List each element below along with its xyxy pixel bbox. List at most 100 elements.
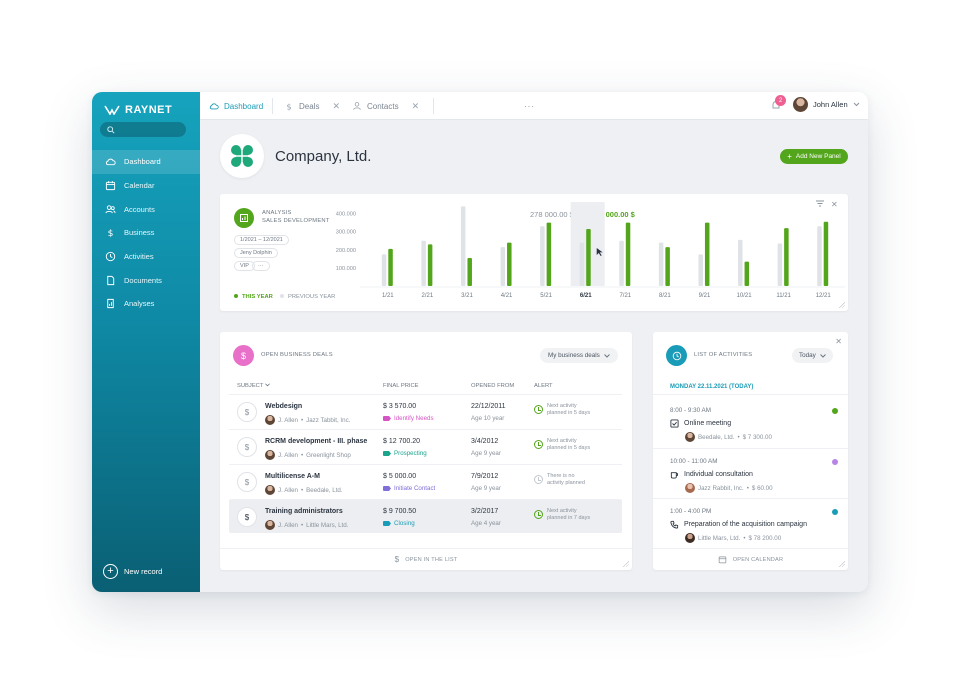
avatar (265, 485, 275, 495)
open-in-list-button[interactable]: $ OPEN IN THE LIST (220, 548, 632, 570)
deal-account: Little Mars, Ltd. (306, 521, 349, 529)
filter-icon[interactable] (816, 200, 824, 207)
deal-age: Age 9 year (471, 450, 501, 457)
column-header-subject[interactable]: SUBJECT (237, 383, 270, 389)
alert-line: There is no (547, 473, 575, 479)
clock-icon (534, 405, 543, 414)
deals-panel: $ OPEN BUSINESS DEALS My business deals … (220, 332, 632, 570)
deal-stage: Closing (383, 520, 415, 527)
tab-label: Contacts (367, 101, 399, 111)
deal-stage-label: Identify Needs (394, 415, 434, 422)
sidebar-item-calendar[interactable]: Calendar (92, 174, 200, 198)
user-icon (353, 102, 361, 110)
resize-handle[interactable] (622, 560, 629, 567)
sidebar-item-label: Documents (124, 275, 162, 285)
plus-icon: + (103, 564, 118, 579)
sort-chevron-icon (265, 383, 270, 387)
bar-previous-year (619, 240, 624, 286)
activities-date: MONDAY 22.11.2021 (TODAY) (670, 384, 754, 390)
deal-stage-label: Closing (394, 520, 415, 527)
close-icon[interactable]: ✕ (831, 200, 838, 209)
chevron-down-icon (819, 353, 826, 358)
checkbox-icon (670, 419, 679, 428)
activity-amount: $ 60.00 (751, 484, 773, 492)
notification-count-badge: 2 (775, 95, 786, 106)
column-header-price[interactable]: FINAL PRICE (383, 383, 419, 389)
deal-owner-row: J. Allen • Little Mars, Ltd. (265, 520, 348, 530)
activity-amount: $ 7 300.00 (742, 433, 772, 441)
close-icon[interactable]: ✕ (835, 337, 842, 346)
deal-stage: Initiate Contact (383, 485, 435, 492)
bar-previous-year (421, 240, 426, 286)
new-record-button[interactable]: + New record (103, 564, 162, 579)
activity-account: Jazz Rabbit, Inc. (698, 484, 744, 492)
filter-chip-more[interactable]: ··· (252, 261, 270, 271)
bar-this-year (427, 244, 433, 286)
resize-handle[interactable] (838, 301, 845, 308)
clock-icon (534, 475, 543, 484)
activity-item-online-meeting[interactable]: 8:00 - 9:30 AM Online meeting Beedale, L… (670, 407, 838, 442)
alert-line: planned in 5 days (547, 410, 591, 416)
deal-price: $ 3 570.00 (383, 403, 417, 410)
y-tick-label: 400.000 (336, 212, 356, 218)
add-panel-button[interactable]: + Add New Panel (780, 149, 848, 164)
column-header-alert[interactable]: ALERT (534, 383, 553, 389)
column-header-opened[interactable]: OPENED FROM (471, 383, 515, 389)
calendar-icon (105, 181, 116, 191)
activity-time: 1:00 - 4:00 PM (670, 508, 712, 515)
open-calendar-button[interactable]: OPEN CALENDAR (653, 548, 848, 570)
deals-filter-select[interactable]: My business deals (540, 348, 618, 363)
activity-color-dot (832, 509, 838, 515)
sidebar-item-analyses[interactable]: Analyses (92, 292, 200, 316)
divider (653, 394, 848, 395)
tab-contacts[interactable]: Contacts ✕ (352, 92, 419, 120)
sidebar-item-documents[interactable]: Documents (92, 268, 200, 292)
alert-line: Next activity (547, 508, 577, 514)
table-row[interactable]: $ RCRM development - III. phase J. Allen • G… (229, 429, 622, 463)
legend-this-year[interactable]: THIS YEAR (234, 294, 273, 300)
table-row[interactable]: $ Multilicense A-M J. Allen • Beedale, Ltd. $… (229, 464, 622, 498)
activity-color-dot (832, 408, 838, 414)
dollar-icon: $ (237, 507, 257, 527)
activity-item-acquisition-campaign[interactable]: 1:00 - 4:00 PM Preparation of the acquis… (670, 508, 838, 543)
brand-logo[interactable]: RAYNET (104, 100, 172, 120)
resize-handle[interactable] (838, 560, 845, 567)
more-tabs-button[interactable]: ··· (524, 92, 535, 120)
activities-filter-select[interactable]: Today (792, 348, 833, 363)
deal-owner-row: J. Allen • Beedale, Ltd. (265, 485, 343, 495)
filter-chip-owner[interactable]: Jeny Dolphin (234, 248, 278, 258)
table-row[interactable]: $ Training administrators J. Allen • Little … (229, 499, 622, 533)
cup-icon (670, 472, 678, 479)
close-icon[interactable]: ✕ (411, 100, 420, 111)
search-icon (107, 125, 115, 134)
deal-alert: Next activity planned in 5 days (534, 403, 590, 417)
close-icon[interactable]: ✕ (332, 100, 340, 111)
sidebar-item-activities[interactable]: Activities (92, 245, 200, 269)
activity-time: 10:00 - 11:00 AM (670, 458, 718, 465)
analysis-kicker: ANALYSIS (262, 210, 292, 216)
sidebar-item-label: Calendar (124, 181, 155, 191)
sidebar-nav: Dashboard Calendar Accounts $ Business A… (92, 150, 200, 316)
tab-deals[interactable]: $ Deals ✕ (284, 92, 340, 120)
sidebar-item-accounts[interactable]: Accounts (92, 197, 200, 221)
user-menu[interactable]: John Allen (793, 97, 860, 112)
legend-previous-year[interactable]: PREVIOUS YEAR (280, 294, 335, 300)
analysis-panel: ANALYSIS SALES DEVELOPMENT 1/2021 – 12/2… (220, 194, 848, 311)
deal-opened-date: 22/12/2011 (471, 403, 506, 410)
activity-item-individual-consultation[interactable]: 10:00 - 11:00 AM Individual consultation… (670, 458, 838, 493)
bar-this-year (784, 228, 789, 286)
sidebar-search-input[interactable] (100, 122, 186, 137)
sidebar-item-dashboard[interactable]: Dashboard (92, 150, 200, 174)
sales-chart: 100.000 200.000 300.000 400.000 1/21 2/21 3/21… (336, 202, 845, 299)
add-panel-label: Add New Panel (795, 153, 841, 160)
sidebar-item-business[interactable]: $ Business (92, 221, 200, 245)
tab-divider (272, 98, 273, 114)
activity-title-row: Individual consultation (670, 470, 838, 479)
tab-dashboard[interactable]: Dashboard (209, 92, 263, 120)
table-row[interactable]: $ Webdesign J. Allen • Jazz Tabbit, Inc. $ 3 … (229, 394, 622, 428)
deal-owner-row: J. Allen • Greenlight Shop (265, 450, 351, 460)
notifications-button[interactable]: 2 (770, 95, 786, 116)
sidebar-item-label: Activities (124, 252, 154, 262)
filter-chip-period[interactable]: 1/2021 – 12/2021 (234, 235, 289, 245)
tag-icon (383, 521, 391, 526)
